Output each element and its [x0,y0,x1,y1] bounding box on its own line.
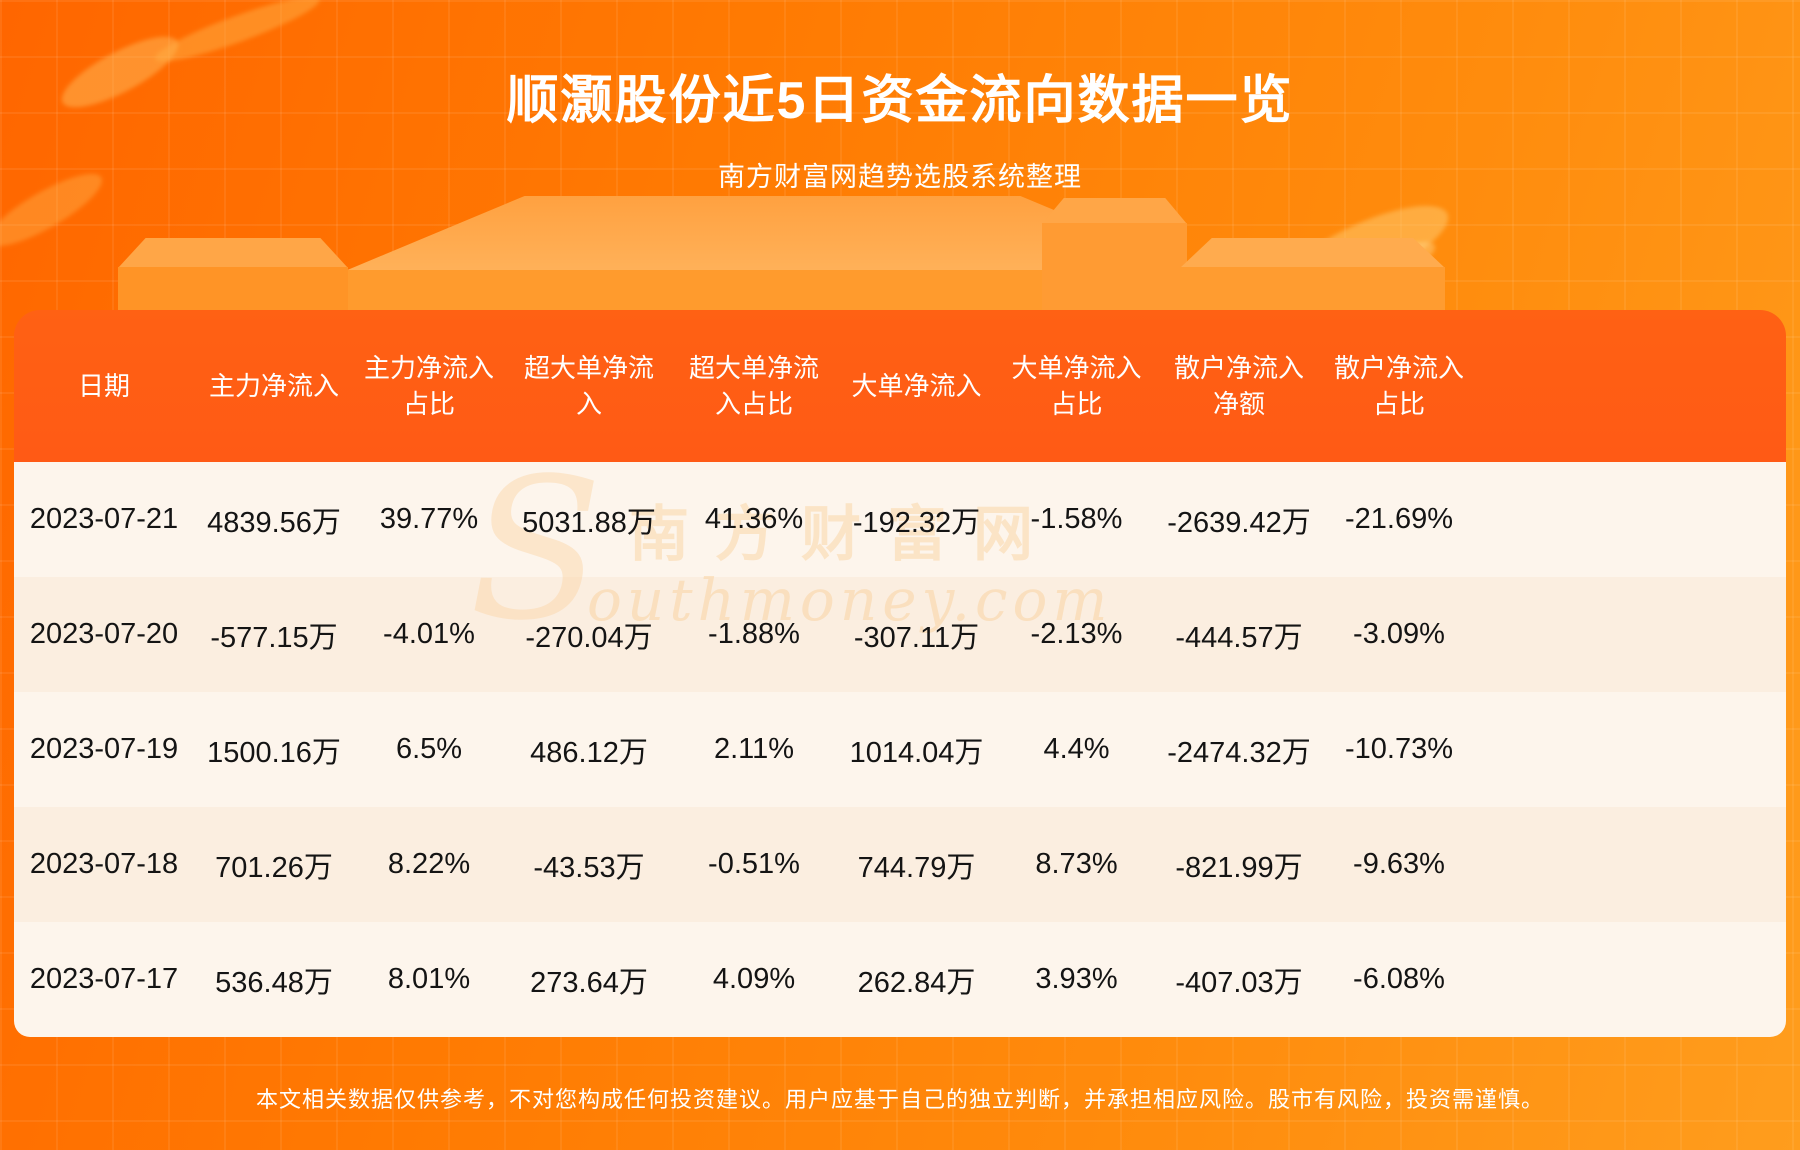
cell-xl-order-net-inflow-ratio: 41.36% [704,503,804,535]
table-body: S 南方财富网 outhmoney.com 2023-07-21 4839.56… [14,452,1786,1037]
cell-xl-order-net-inflow-ratio: -1.88% [708,618,800,650]
podium-right-slab-front [1180,267,1445,312]
column-header-large-order-net-inflow: 大单净流入 [851,371,982,401]
cell-main-net-inflow-ratio: 6.5% [395,733,463,765]
disclaimer: 本文相关数据仅供参考，不对您构成任何投资建议。用户应基于自己的独立判断，并承担相… [255,1087,1544,1112]
podium-left-top [118,238,348,268]
cell-main-net-inflow: 4839.56万 [207,506,341,539]
cell-main-net-inflow-ratio: -4.01% [383,618,475,650]
cell-large-order-net-inflow: 1014.04万 [849,736,984,769]
cell-retail-net-inflow: -407.03万 [1175,966,1303,999]
cell-xl-order-net-inflow: -43.53万 [533,851,645,884]
cell-retail-net-inflow-ratio: -3.09% [1353,618,1445,650]
cell-xl-order-net-inflow: 5031.88万 [522,506,656,539]
cell-xl-order-net-inflow: 273.64万 [530,966,648,999]
podium-right-box-top [1042,198,1187,224]
cell-retail-net-inflow: -444.57万 [1175,621,1303,654]
cell-retail-net-inflow-ratio: -9.63% [1353,848,1445,880]
cell-large-order-net-inflow-ratio: -2.13% [1030,618,1123,650]
cell-main-net-inflow: 1500.16万 [207,736,341,769]
column-header-retail-net-inflow: 散户净流入 净额 [1173,353,1304,419]
cell-main-net-inflow: 701.26万 [215,851,333,884]
cell-main-net-inflow: -577.15万 [210,621,338,654]
column-header-main-net-inflow: 主力净流入 [208,371,339,401]
podium-left-front [118,267,348,312]
page-subtitle: 南方财富网趋势选股系统整理 [718,162,1082,192]
cell-retail-net-inflow: -2639.42万 [1167,506,1311,539]
cell-large-order-net-inflow-ratio: 4.4% [1043,733,1110,765]
column-header-date: 日期 [77,371,130,401]
cell-date: 2023-07-19 [29,733,179,765]
cell-large-order-net-inflow: 744.79万 [857,851,976,884]
column-header-main-net-inflow-ratio: 主力净流入 占比 [363,353,494,419]
table-row: 2023-07-20 -577.15万 -4.01% -270.04万 -1.8… [14,577,1786,692]
cell-retail-net-inflow-ratio: -10.73% [1344,733,1453,765]
column-header-retail-net-inflow-ratio: 散户净流入 占比 [1333,353,1464,419]
podium-right-slab-top [1180,238,1445,268]
cell-large-order-net-inflow-ratio: -1.58% [1030,503,1123,535]
cell-date: 2023-07-18 [29,848,179,880]
table-header-row: 日期 主力净流入 主力净流入 占比 超大单净流 入 超大单净流 入占比 大单净流… [14,310,1786,462]
banner: 顺灏股份近5日资金流向数据一览 南方财富网趋势选股系统整理 [0,0,1800,310]
cell-retail-net-inflow-ratio: -21.69% [1344,503,1453,535]
cell-xl-order-net-inflow: -270.04万 [525,621,653,654]
cell-date: 2023-07-21 [29,503,179,535]
cell-large-order-net-inflow: -192.32万 [852,506,981,539]
cell-date: 2023-07-17 [29,963,179,995]
column-header-xl-order-net-inflow-ratio: 超大单净流 入占比 [688,353,819,419]
cell-large-order-net-inflow-ratio: 8.73% [1035,848,1118,880]
cell-xl-order-net-inflow-ratio: -0.51% [708,848,800,880]
podium-right-box-front [1042,223,1187,312]
column-header-xl-order-net-inflow: 超大单净流 入 [523,353,654,419]
table-row: 2023-07-21 4839.56万 39.77% 5031.88万 41.3… [14,462,1786,577]
cell-retail-net-inflow: -2474.32万 [1167,736,1311,769]
column-header-large-order-net-inflow-ratio: 大单净流入 占比 [1011,353,1142,419]
cell-xl-order-net-inflow: 486.12万 [530,736,648,769]
cell-date: 2023-07-20 [29,618,179,650]
cell-main-net-inflow: 536.48万 [215,966,333,999]
cell-main-net-inflow-ratio: 8.01% [387,963,471,995]
table-row: 2023-07-19 1500.16万 6.5% 486.12万 2.11% 1… [14,692,1786,807]
cell-main-net-inflow-ratio: 8.22% [387,848,471,880]
cell-large-order-net-inflow: 262.84万 [857,966,976,999]
page-title: 顺灏股份近5日资金流向数据一览 [506,72,1294,130]
cell-xl-order-net-inflow-ratio: 2.11% [713,733,795,765]
cell-xl-order-net-inflow-ratio: 4.09% [712,963,796,995]
cell-retail-net-inflow: -821.99万 [1175,851,1303,884]
cell-large-order-net-inflow-ratio: 3.93% [1035,963,1118,995]
cell-main-net-inflow-ratio: 39.77% [379,503,479,535]
table-row: 2023-07-17 536.48万 8.01% 273.64万 4.09% 2… [14,922,1786,1037]
fund-flow-table: 日期 主力净流入 主力净流入 占比 超大单净流 入 超大单净流 入占比 大单净流… [14,310,1786,1037]
cell-retail-net-inflow-ratio: -6.08% [1353,963,1445,995]
table-row: 2023-07-18 701.26万 8.22% -43.53万 -0.51% … [14,807,1786,922]
cell-large-order-net-inflow: -307.11万 [853,621,980,654]
